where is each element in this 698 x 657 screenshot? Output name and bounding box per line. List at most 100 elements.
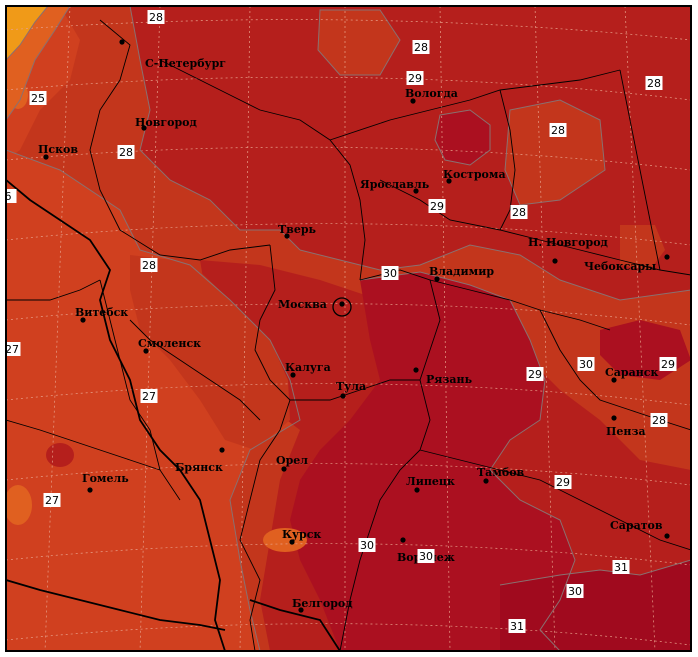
city-layer: С-Петербург Новгород Псков Вологда Ярославль… [38, 39, 670, 613]
city-14-label: Тула [336, 380, 366, 393]
zone-28-patch-east [505, 100, 605, 205]
isoline-label: 28 [652, 414, 666, 427]
isoline-label: 31 [614, 561, 628, 574]
zone-28-patch-west-center [130, 255, 290, 450]
isoline-label-box [510, 205, 528, 219]
isoline-label: 30 [579, 358, 593, 371]
isoline-label-box [412, 40, 430, 54]
isoline-label-box [406, 71, 424, 85]
isoline-label-box [0, 189, 17, 203]
isoline-label: 30 [419, 550, 433, 563]
city-21-marker [414, 487, 420, 493]
city-21-label: Липецк [406, 475, 455, 488]
isoline-label-box [417, 549, 435, 563]
city-4-marker [413, 188, 419, 194]
city-17-label: Пенза [606, 425, 646, 438]
isoline-label-box [147, 10, 165, 24]
city-16-label: Саранск [605, 366, 658, 379]
city-3-label: Вологда [405, 87, 458, 100]
isoline-label: 28 [512, 206, 526, 219]
city-20-marker [87, 487, 93, 493]
isoline-label: 30 [568, 585, 582, 598]
city-26-label: Белгород [292, 597, 353, 610]
city-7-label: Н. Новгород [528, 236, 608, 249]
zone-31-south [500, 560, 691, 651]
zone-28-patch-north [318, 10, 400, 75]
city-20-label: Гомель [82, 472, 129, 485]
isoline-label-box [612, 560, 630, 574]
city-19-label: Орел [276, 454, 308, 467]
city-14-marker [340, 393, 346, 399]
isoline-label-box [428, 199, 446, 213]
isoline-layer [6, 6, 691, 651]
isoline-label: 28 [414, 41, 428, 54]
city-7-marker [552, 258, 558, 264]
city-0-label: С-Петербург [145, 57, 226, 70]
isoline-label: 28 [142, 259, 156, 272]
city-10-marker [339, 301, 345, 307]
temperature-field [6, 6, 691, 651]
isoline-label-box [526, 367, 544, 381]
city-12-marker [143, 348, 149, 354]
zone-30-pskov [435, 110, 490, 165]
isoline-label-box [659, 357, 677, 371]
city-6-label: Тверь [278, 223, 317, 236]
isoline-label-box [3, 342, 21, 356]
city-10-label: Москва [278, 298, 327, 311]
isoline-label: 31 [510, 620, 524, 633]
isoline-label-box [140, 389, 158, 403]
isoline-label: 28 [149, 11, 163, 24]
isoline-label-box [29, 91, 47, 105]
city-9-label: Владимир [429, 265, 494, 278]
isoline-label: 30 [383, 267, 397, 280]
city-1-label: Новгород [135, 116, 197, 129]
isoline-label: 27 [5, 343, 19, 356]
isoline-label-box [650, 413, 668, 427]
isoline-label: 28 [551, 124, 565, 137]
isoline-label: 27 [142, 390, 156, 403]
city-19-marker [281, 466, 287, 472]
isoline-label-box [566, 584, 584, 598]
isoline-label: 29 [556, 476, 570, 489]
isoline-label: 29 [528, 368, 542, 381]
isoline-label-box [549, 123, 567, 137]
city-2-label: Псков [38, 143, 78, 156]
isoline-label: 25 [31, 92, 45, 105]
city-16-marker [611, 377, 617, 383]
city-0-marker [119, 39, 125, 45]
zone-kursk-spot [263, 528, 307, 552]
isoline-label: 6 [5, 190, 12, 203]
isoline-label-box [140, 258, 158, 272]
isoline-label-box [117, 145, 135, 159]
city-24-marker [400, 537, 406, 543]
state-borders [6, 179, 341, 651]
isoline-label-layer: 28 28 29 28 25 28 28 29 28 28 30 27 29 30 29 27 28 29 27 30… [0, 10, 677, 633]
map-border [5, 5, 692, 652]
city-11-label: Витебск [75, 306, 128, 319]
city-22-label: Тамбов [477, 466, 525, 479]
isoline-label: 28 [647, 77, 661, 90]
region-borders [6, 19, 691, 651]
city-3-marker [410, 98, 416, 104]
city-25-label: Саратов [610, 519, 663, 532]
city-15-marker [413, 367, 419, 373]
isoline-label: 29 [661, 358, 675, 371]
city-25-marker [664, 533, 670, 539]
zone-gomel-spot [6, 485, 32, 525]
isoline-label-box [508, 619, 526, 633]
city-4-label: Ярославль [360, 178, 430, 191]
city-18-marker [219, 447, 225, 453]
city-23-label: Курск [282, 528, 321, 541]
city-8-marker [664, 254, 670, 260]
zone-west-spot [8, 81, 28, 109]
city-5-label: Кострома [443, 168, 506, 181]
city-5-marker [446, 178, 452, 184]
isoline-label: 28 [119, 146, 133, 159]
city-22-marker [483, 478, 489, 484]
city-8-label: Чебоксары [584, 260, 656, 273]
city-17-marker [611, 415, 617, 421]
isoline-label: 29 [430, 200, 444, 213]
city-9-marker [434, 276, 440, 282]
isoline-label: 27 [45, 494, 59, 507]
city-2-marker [43, 154, 49, 160]
